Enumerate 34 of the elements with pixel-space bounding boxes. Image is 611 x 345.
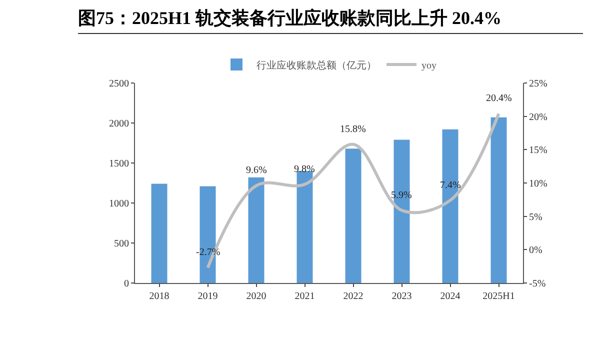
y2-tick-label: 5% [529,212,542,223]
y-tick-label: 2500 [109,78,129,90]
legend-label: 行业应收账款总额（亿元） [256,59,376,72]
bar [345,148,362,283]
y2-tick-label: 15% [529,145,548,156]
x-tick-label: 2020 [246,291,266,302]
y2-tick-label: 20% [529,112,548,123]
y2-tick-label: 10% [529,178,548,190]
data-label: 20.4% [486,93,512,104]
y2-tick-label: 0% [529,245,542,256]
y-tick-label: 1500 [109,158,129,170]
bar [248,177,264,283]
x-tick-label: 2025H1 [482,291,515,302]
chart-title: 图75：2025H1 轨交装备行业应收账款同比上升 20.4% [78,6,583,34]
x-tick-label: 2022 [343,291,364,302]
y2-tick-label: 25% [529,78,548,90]
x-tick-label: 2019 [198,291,218,302]
bar [490,117,507,283]
y-tick-label: 500 [114,238,129,250]
legend-label: yoy [422,60,436,72]
x-tick-label: 2023 [392,291,412,302]
bar [394,140,410,283]
x-tick-label: 2021 [294,291,315,302]
y-tick-label: 0 [124,278,129,290]
y2-tick-label: -5% [529,278,546,290]
y-tick-label: 1000 [109,198,129,210]
bar [151,184,168,283]
data-label: 15.8% [340,124,366,135]
y-tick-label: 2000 [109,118,129,130]
bar [442,129,458,283]
x-tick-label: 2018 [149,291,170,302]
bar [296,171,313,283]
x-tick-label: 2024 [440,291,460,302]
data-label: 9.6% [246,165,267,176]
